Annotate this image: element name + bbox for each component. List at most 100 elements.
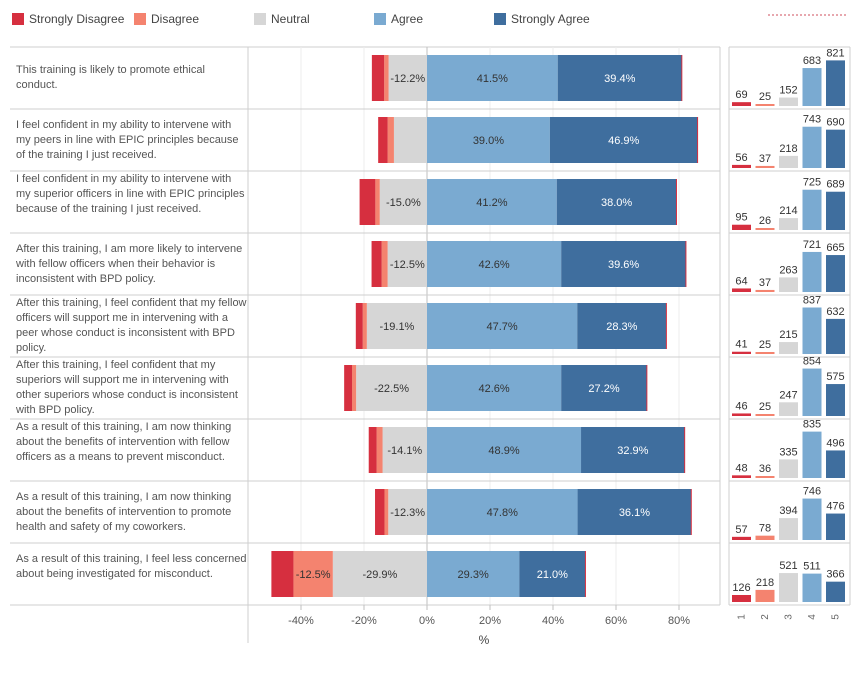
bar-neutral <box>388 489 427 535</box>
bar-strongly-agree <box>557 55 682 101</box>
mini-bar <box>732 164 751 168</box>
mini-bar <box>755 104 775 106</box>
mini-bar <box>802 189 822 230</box>
mini-bar <box>826 255 845 292</box>
label-strongly-agree: 27.2% <box>588 383 619 395</box>
bar-strongly-disagree <box>378 117 388 163</box>
mini-count-label: 152 <box>779 85 797 97</box>
label-neutral: -12.3% <box>390 507 425 519</box>
question-label: As a result of this training, I feel les… <box>16 552 247 580</box>
legend-item-strongly-disagree[interactable]: Strongly Disagree <box>12 12 124 26</box>
mini-bar <box>732 595 751 602</box>
bar-neutral <box>387 241 427 287</box>
label-neutral: -14.1% <box>387 445 422 457</box>
bar-strongly-disagree <box>371 55 385 101</box>
label-strongly-agree: 21.0% <box>537 569 568 581</box>
bar-disagree <box>384 55 389 101</box>
label-strongly-agree: 28.3% <box>606 321 637 333</box>
question-label: After this training, I am more likely to… <box>16 242 243 285</box>
x-tick-label: 0% <box>419 615 435 627</box>
label-strongly-agree: 38.0% <box>601 197 632 209</box>
mini-bar <box>779 459 798 478</box>
mini-x-label: 3 <box>784 614 795 620</box>
mini-bar <box>779 402 798 416</box>
mini-bar <box>802 251 822 292</box>
legend-item-disagree[interactable]: Disagree <box>134 12 199 26</box>
bar-neutral <box>379 179 427 225</box>
label-strongly-agree: 32.9% <box>617 445 648 457</box>
mini-count-label: 496 <box>826 437 844 449</box>
mini-bar <box>732 224 751 230</box>
label-strongly-agree: 36.1% <box>619 507 650 519</box>
bar-strongly-agree <box>556 179 677 225</box>
label-strongly-agree: 39.4% <box>604 73 635 85</box>
legend-swatch-disagree <box>134 13 146 25</box>
bar-disagree <box>376 427 383 473</box>
label-agree: 42.6% <box>478 383 509 395</box>
bar-agree <box>427 551 520 597</box>
mini-bar <box>779 97 798 106</box>
mini-bar <box>779 155 798 168</box>
mini-bar <box>732 102 751 106</box>
bar-disagree <box>352 365 357 411</box>
bar-agree <box>427 179 557 225</box>
bar-agree <box>427 303 578 349</box>
mini-bar <box>802 368 822 416</box>
mini-bar <box>755 289 775 292</box>
mini-count-label: 247 <box>779 389 797 401</box>
mini-bar <box>732 351 751 354</box>
x-tick-label: 20% <box>479 615 501 627</box>
legend-item-agree[interactable]: Agree <box>374 12 423 26</box>
mini-bar <box>826 581 845 602</box>
label-agree: 48.9% <box>488 445 519 457</box>
legend-label-strongly-agree: Strongly Agree <box>511 12 590 26</box>
bar-disagree <box>362 303 367 349</box>
bar-disagree <box>293 551 333 597</box>
bar-neutral <box>393 117 427 163</box>
legend-swatch-neutral <box>254 13 266 25</box>
mini-bar <box>755 165 775 168</box>
mini-count-label: 683 <box>803 55 821 67</box>
mini-count-label: 366 <box>826 569 844 581</box>
mini-bar <box>826 513 845 540</box>
mini-bar <box>826 191 845 230</box>
mini-bar <box>755 228 775 230</box>
mini-count-label: 64 <box>735 275 747 287</box>
x-axis-label: % <box>479 633 490 647</box>
mini-bar <box>802 126 822 168</box>
mini-count-label: 665 <box>826 242 844 254</box>
mini-count-label: 521 <box>779 560 797 572</box>
legend-swatch-strongly-agree <box>494 13 506 25</box>
bar-strongly-agree <box>519 551 586 597</box>
bar-disagree <box>384 489 389 535</box>
mini-count-label: 25 <box>759 339 771 351</box>
bar-strongly-agree <box>561 365 647 411</box>
label-strongly-agree: 46.9% <box>608 135 639 147</box>
legend-label-disagree: Disagree <box>151 12 200 26</box>
bar-neutral <box>356 365 427 411</box>
legend-item-neutral[interactable]: Neutral <box>254 12 310 26</box>
mini-bar <box>732 536 751 540</box>
bar-neutral <box>332 551 427 597</box>
label-agree: 41.5% <box>477 73 508 85</box>
x-tick-label: -40% <box>288 615 314 627</box>
mini-count-label: 126 <box>732 582 750 594</box>
mini-bar <box>802 68 822 106</box>
label-agree: 41.2% <box>476 197 507 209</box>
legend-item-strongly-agree[interactable]: Strongly Agree <box>494 12 590 26</box>
mini-count-label: 57 <box>735 524 747 536</box>
mini-bar <box>755 589 775 602</box>
mini-count-label: 335 <box>779 446 797 458</box>
bar-agree <box>427 241 562 287</box>
bar-strongly-disagree <box>371 241 382 287</box>
mini-bar <box>779 573 798 602</box>
bar-agree <box>427 117 550 163</box>
mini-count-label: 56 <box>735 152 747 164</box>
mini-count-label: 37 <box>759 277 771 289</box>
mini-bar <box>779 342 798 354</box>
label-agree: 47.7% <box>487 321 518 333</box>
mini-count-label: 78 <box>759 523 771 535</box>
legend-swatch-strongly-disagree <box>12 13 24 25</box>
mini-count-label: 689 <box>826 179 844 191</box>
